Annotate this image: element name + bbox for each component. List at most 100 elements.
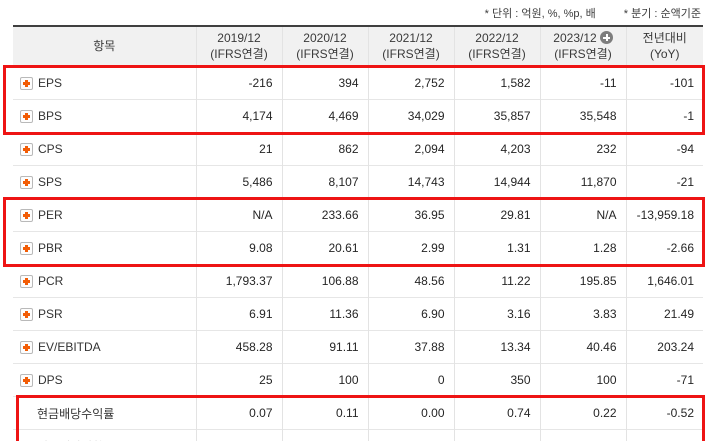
value-cell: 106.88 [281,264,368,298]
row-label: EPS [38,76,63,90]
value-cell: 11,870 [539,165,626,199]
row-label: 현금배당성향(%) [37,438,122,441]
value-cell: -216 [195,66,282,100]
column-header-yoy: 전년대비 (YoY) [625,26,703,67]
period-label: 2022/12 [475,30,519,45]
value-cell: 0 [367,363,454,397]
value-cell: 195.85 [539,264,626,298]
accounting-standard-label: (IFRS연결) [296,46,354,61]
yoy-value-cell: -94 [625,132,703,166]
value-cell: 0.22 [539,396,626,430]
table-row: 현금배당수익률 0.07 0.11 0.00 0.74 0.22 -0.52 [13,396,703,430]
value-cell: 6.90 [367,297,454,331]
value-cell: 25.37 [281,429,368,441]
expand-row-icon[interactable] [20,373,33,387]
value-cell: 4,469 [281,99,368,133]
item-column-header: 항목 [13,26,196,67]
value-cell: -11.59 [195,429,282,441]
table-row: PCR 1,793.37 106.88 48.56 11.22 195.85 1… [13,264,703,298]
expand-row-icon[interactable] [20,340,33,354]
yoy-value-cell: 203.24 [625,330,703,364]
row-label: BPS [38,109,63,123]
value-cell: 0.07 [195,396,282,430]
value-cell: 6.91 [195,297,282,331]
row-label: PER [38,208,63,222]
row-label-cell: EPS [13,67,196,100]
value-cell: 233.66 [281,198,368,232]
row-label: 현금배당수익률 [37,406,115,421]
financial-ratio-table: 항목 2019/12 (IFRS연결) 2020/12 (IFRS연결) 202… [13,25,703,441]
value-cell: 11.22 [453,264,540,298]
table-row: DPS 25 100 0 350 100 -71 [13,363,703,397]
expand-row-icon[interactable] [20,307,33,321]
row-label: EV/EBITDA [38,340,101,354]
header-row: 항목 2019/12 (IFRS연결) 2020/12 (IFRS연결) 202… [13,26,703,67]
expand-row-icon[interactable] [20,109,33,123]
row-label: SPS [38,175,63,189]
value-cell: 1,793.37 [195,264,282,298]
yoy-value-cell: -101 [625,66,703,100]
accounting-standard-label: (IFRS연결) [210,46,268,61]
expand-row-icon[interactable] [20,175,33,189]
row-label: PBR [38,241,63,255]
value-cell: 1.28 [539,231,626,265]
row-label-cell: EV/EBITDA [13,330,196,364]
value-cell: 48.56 [367,264,454,298]
column-header-2020-12: 2020/12 (IFRS연결) [281,26,368,67]
table-row: SPS 5,486 8,107 14,743 14,944 11,870 -21 [13,165,703,199]
value-cell: 458.28 [195,330,282,364]
add-period-icon[interactable] [599,30,613,44]
column-header-2021-12: 2021/12 (IFRS연결) [367,26,454,67]
row-label-cell: PCR [13,264,196,298]
expand-row-icon[interactable] [20,76,33,90]
yoy-value-cell: -1 [625,99,703,133]
row-label-cell: DPS [13,363,196,397]
column-header-2019-12: 2019/12 (IFRS연결) [195,26,282,67]
row-label-cell: PBR [13,231,196,265]
expand-row-icon[interactable] [20,142,33,156]
value-cell: 35,548 [539,99,626,133]
table-header: 항목 2019/12 (IFRS연결) 2020/12 (IFRS연결) 202… [13,26,703,67]
value-cell: N/A [195,198,282,232]
value-cell: 2.99 [367,231,454,265]
yoy-value-cell: -21 [625,165,703,199]
value-cell: 100 [281,363,368,397]
row-label-cell: BPS [13,99,196,133]
value-cell: 37.88 [367,330,454,364]
value-cell: 3.83 [539,297,626,331]
row-label: CPS [38,142,63,156]
accounting-standard-label: (IFRS연결) [554,46,612,61]
value-cell: 394 [281,66,368,100]
table-row: PBR 9.08 20.61 2.99 1.31 1.28 -2.66 [13,231,703,265]
row-label-cell: 현금배당수익률 [13,396,196,430]
yoy-value-cell: -71 [625,363,703,397]
table-row: PER N/A 233.66 36.95 29.81 N/A -13,959.1… [13,198,703,232]
value-cell: 29.81 [453,198,540,232]
item-header-label: 항목 [93,38,116,53]
value-cell: 40.46 [539,330,626,364]
expand-row-icon[interactable] [20,274,33,288]
accounting-standard-label: (IFRS연결) [468,46,526,61]
value-cell: -863.32 [539,429,626,441]
yoy-value-cell: 1,646.01 [625,264,703,298]
table-row: BPS 4,174 4,469 34,029 35,857 35,548 -1 [13,99,703,133]
value-cell: 0.00 [367,396,454,430]
yoy-value-cell: -13,959.18 [625,198,703,232]
value-cell: 0.00 [367,429,454,441]
table-body: EPS -216 394 2,752 1,582 -11 -101 BPS 4,… [13,66,703,441]
column-header-2022-12: 2022/12 (IFRS연결) [453,26,540,67]
column-header-2023-12: 2023/12 (IFRS연결) [539,26,626,67]
period-label: 2023/12 [553,30,597,45]
yoy-sublabel: (YoY) [649,46,680,61]
table-row: EPS -216 394 2,752 1,582 -11 -101 [13,66,703,100]
yoy-value-cell: 21.49 [625,297,703,331]
expand-row-icon[interactable] [20,241,33,255]
value-cell: 21.03 [453,429,540,441]
value-cell: 5,486 [195,165,282,199]
value-cell: 4,203 [453,132,540,166]
expand-row-icon[interactable] [20,208,33,222]
row-label-cell: 현금배당성향(%) [13,429,196,441]
period-label: 2020/12 [303,30,347,45]
value-cell: 13.34 [453,330,540,364]
